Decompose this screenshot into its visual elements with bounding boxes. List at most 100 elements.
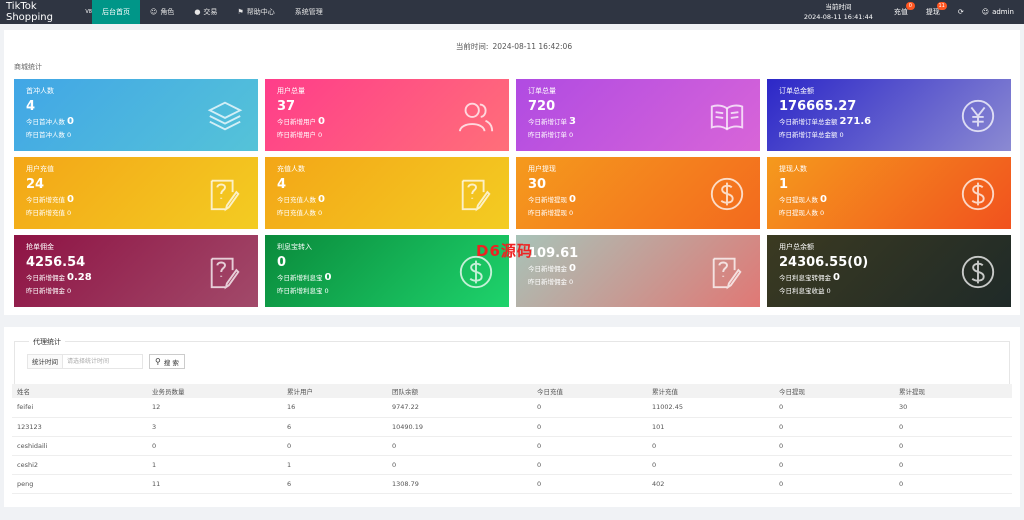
table-cell: peng bbox=[12, 474, 147, 494]
header-time-value: 2024-08-11 16:41:44 bbox=[803, 13, 873, 21]
withdraw-link[interactable]: 提现 11 bbox=[917, 0, 949, 24]
dollar-icon bbox=[708, 175, 746, 213]
nav-help[interactable]: ⚑ 帮助中心 bbox=[227, 0, 284, 24]
money-icon: ● bbox=[194, 8, 201, 16]
header-time: 当前时间 2024-08-11 16:41:44 bbox=[792, 0, 885, 24]
table-cell: 0 bbox=[894, 474, 1012, 494]
stat-card-today: 今日新增用户 0 bbox=[277, 116, 325, 127]
agent-legend: 代理统计 bbox=[29, 337, 65, 347]
nav-trade[interactable]: ● 交易 bbox=[184, 0, 227, 24]
stat-card-yesterday: 昨日首冲人数 0 bbox=[26, 131, 72, 139]
stat-card-value: 1 bbox=[779, 177, 789, 192]
table-cell: 0 bbox=[647, 455, 774, 475]
stat-card-today: 今日新增佣金 0 bbox=[528, 263, 576, 274]
nav-system-label: 系统管理 bbox=[294, 8, 323, 16]
stat-card-today: 今日新增订单 3 bbox=[528, 116, 576, 127]
stat-card: 109.61 今日新增佣金 0 昨日新增佣金 0 bbox=[516, 235, 760, 307]
withdraw-label: 提现 bbox=[925, 8, 940, 16]
recharge-link[interactable]: 充值 0 bbox=[885, 0, 917, 24]
stat-card-value: 24306.55(0) bbox=[779, 255, 869, 270]
nav-trade-label: 交易 bbox=[203, 8, 218, 16]
column-header[interactable]: 团队余额 bbox=[387, 384, 532, 398]
stat-card-value: 109.61 bbox=[528, 246, 579, 261]
dollar-icon bbox=[959, 253, 997, 291]
table-cell: 0 bbox=[894, 417, 1012, 437]
column-header[interactable]: 累计用户 bbox=[282, 384, 387, 398]
table-cell: 101 bbox=[647, 417, 774, 437]
table-row: peng 11 6 1308.79 0 402 0 0 bbox=[12, 474, 1012, 494]
table-cell: 0 bbox=[387, 455, 532, 475]
header-time-label: 当前时间 bbox=[825, 3, 852, 11]
table-cell: 0 bbox=[532, 455, 647, 475]
table-cell: 9747.22 bbox=[387, 398, 532, 418]
stat-card-yesterday: 昨日新增订单 0 bbox=[528, 131, 574, 139]
stat-card-value: 176665.27 bbox=[779, 99, 857, 114]
stat-card-title: 用户总余额 bbox=[779, 243, 814, 251]
stat-card-title: 充值人数 bbox=[277, 165, 305, 173]
search-icon: ⚲ bbox=[155, 357, 161, 366]
column-header[interactable]: 今日充值 bbox=[532, 384, 647, 398]
stat-card: 利息宝转入 0 今日新增利息宝 0 昨日新增利息宝 0 bbox=[265, 235, 509, 307]
column-header[interactable]: 姓名 bbox=[12, 384, 147, 398]
admin-menu[interactable]: ☺ admin bbox=[973, 0, 1024, 24]
table-cell: 1 bbox=[282, 455, 387, 475]
stat-card-yesterday: 昨日新增充值 0 bbox=[26, 209, 72, 217]
top-navbar: TikTok Shopping V8 后台首页 ☺ 角色 ● 交易 ⚑ 帮助中心 系统管… bbox=[0, 0, 1024, 24]
table-cell: 0 bbox=[774, 417, 894, 437]
table-cell: feifei bbox=[12, 398, 147, 418]
edit-icon bbox=[206, 175, 244, 213]
refresh-button[interactable]: ⟳ bbox=[949, 0, 973, 24]
stat-card: 用户总量 37 今日新增用户 0 昨日新增用户 0 bbox=[265, 79, 509, 151]
date-range-input[interactable]: 请选择统计时间 bbox=[63, 354, 143, 369]
stat-card: 用户充值 24 今日新增充值 0 昨日新增充值 0 bbox=[14, 157, 258, 229]
current-time-value: 2024-08-11 16:42:06 bbox=[492, 42, 573, 51]
stat-card: 用户总余额 24306.55(0) 今日利息宝转佣金 0 今日利息宝收益 0 bbox=[767, 235, 1011, 307]
stat-card-yesterday: 今日利息宝收益 0 bbox=[779, 287, 831, 295]
stat-card-value: 37 bbox=[277, 99, 296, 114]
nav-role-label: 角色 bbox=[160, 8, 175, 16]
brand-version: V8 bbox=[85, 9, 92, 15]
search-button[interactable]: ⚲ 搜 索 bbox=[149, 354, 185, 369]
column-header[interactable]: 累计提现 bbox=[894, 384, 1012, 398]
stat-card-yesterday: 昨日新增用户 0 bbox=[277, 131, 323, 139]
table-cell: 0 bbox=[532, 417, 647, 437]
mall-stats-panel: 当前时间: 2024-08-11 16:42:06 商城统计 首冲人数 4 今日首冲人… bbox=[4, 30, 1020, 315]
current-time: 当前时间: 2024-08-11 16:42:06 bbox=[4, 41, 1020, 52]
table-row: ceshi2 1 1 0 0 0 0 0 bbox=[12, 455, 1012, 475]
nav-home[interactable]: 后台首页 bbox=[92, 0, 140, 24]
dollar-icon bbox=[959, 175, 997, 213]
recharge-label: 充值 bbox=[893, 8, 908, 16]
nav-help-label: 帮助中心 bbox=[246, 8, 275, 16]
table-cell: ceshi2 bbox=[12, 455, 147, 475]
table-cell: 6 bbox=[282, 417, 387, 437]
stat-card: 订单总量 720 今日新增订单 3 昨日新增订单 0 bbox=[516, 79, 760, 151]
stat-card-value: 4 bbox=[26, 99, 36, 114]
stat-card-value: 720 bbox=[528, 99, 556, 114]
refresh-icon: ⟳ bbox=[957, 8, 964, 16]
column-header[interactable]: 今日提现 bbox=[774, 384, 894, 398]
yen-icon bbox=[959, 97, 997, 135]
stat-card-yesterday: 昨日新增佣金 0 bbox=[26, 287, 72, 295]
nav-role[interactable]: ☺ 角色 bbox=[140, 0, 184, 24]
brand-logo[interactable]: TikTok Shopping V8 bbox=[0, 0, 92, 24]
edit-icon bbox=[457, 175, 495, 213]
table-cell: 0 bbox=[532, 398, 647, 418]
column-header[interactable]: 累计充值 bbox=[647, 384, 774, 398]
table-cell: 0 bbox=[774, 455, 894, 475]
stat-card-value: 4256.54 bbox=[26, 255, 86, 270]
stat-card-today: 今日新增订单总金额 271.6 bbox=[779, 116, 872, 127]
column-header[interactable]: 业务员数量 bbox=[147, 384, 282, 398]
table-cell: 0 bbox=[774, 436, 894, 456]
nav-system[interactable]: 系统管理 bbox=[285, 0, 333, 24]
stat-card-yesterday: 昨日提现人数 0 bbox=[779, 209, 825, 217]
table-cell: 0 bbox=[774, 474, 894, 494]
filter-label: 统计时间 bbox=[27, 354, 63, 369]
stat-card-yesterday: 昨日新增订单总金额 0 bbox=[779, 131, 844, 139]
watermark: D6源码 bbox=[476, 242, 533, 260]
book-icon bbox=[708, 97, 746, 135]
stat-card: 充值人数 4 今日充值人数 0 昨日充值人数 0 bbox=[265, 157, 509, 229]
stat-card-today: 今日新增提现 0 bbox=[528, 194, 576, 205]
stat-card-value: 0 bbox=[277, 255, 287, 270]
table-cell: 10490.19 bbox=[387, 417, 532, 437]
table-cell: 16 bbox=[282, 398, 387, 418]
